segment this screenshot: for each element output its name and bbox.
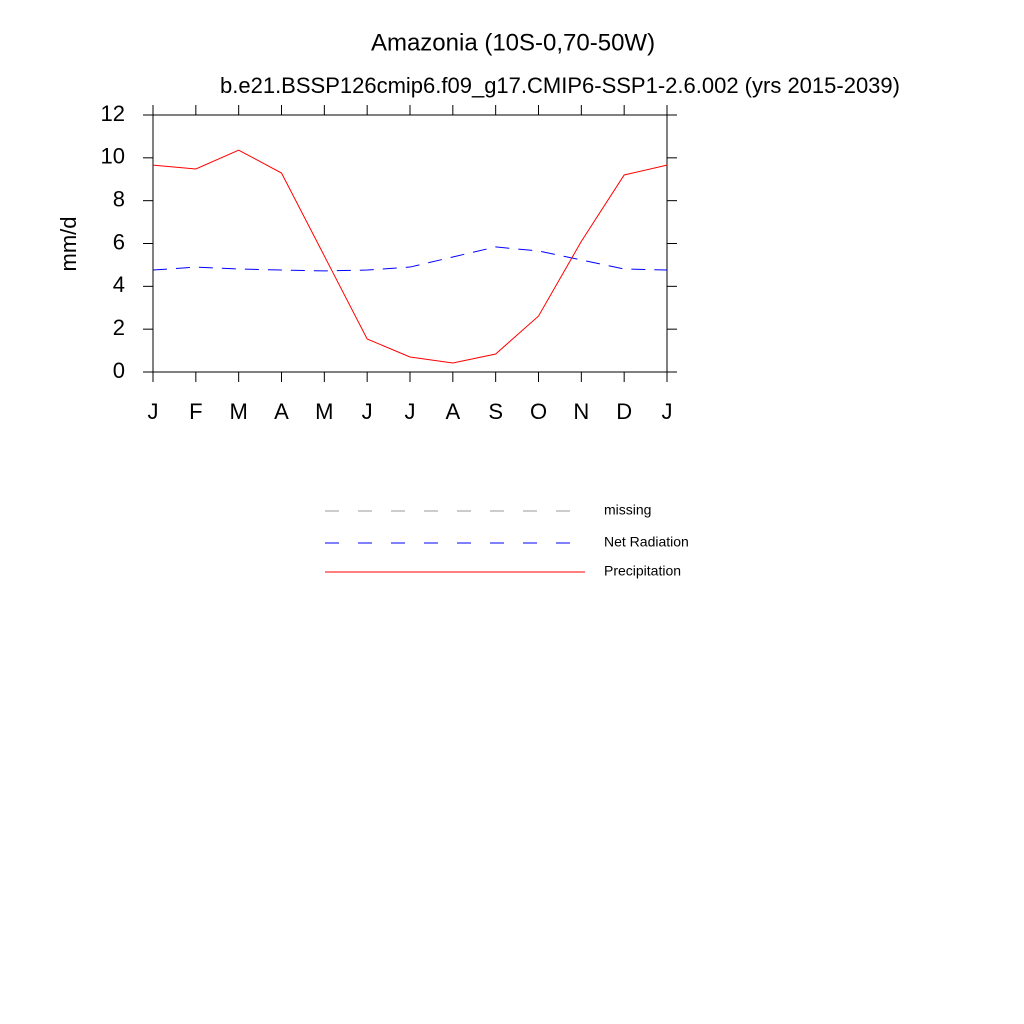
x-tick-label: F (189, 399, 202, 424)
x-tick-label: A (445, 399, 460, 424)
x-tick-label: O (530, 399, 547, 424)
legend-label: missing (604, 502, 651, 518)
y-tick-label: 12 (101, 101, 125, 126)
series-line (152, 149, 668, 364)
y-tick-label: 0 (113, 358, 125, 383)
x-tick-label: J (362, 399, 373, 424)
y-tick-label: 8 (113, 186, 125, 211)
x-tick-label: S (488, 399, 503, 424)
x-tick-label: A (274, 399, 289, 424)
x-tick-label: M (230, 399, 248, 424)
x-tick-label: N (573, 399, 589, 424)
x-tick-label: D (616, 399, 632, 424)
x-tick-label: M (315, 399, 333, 424)
y-tick-label: 2 (113, 315, 125, 340)
y-tick-label: 10 (101, 144, 125, 169)
y-axis-label: mm/d (56, 217, 81, 272)
legend-label: Precipitation (604, 563, 681, 579)
chart-subtitle: b.e21.BSSP126cmip6.f09_g17.CMIP6-SSP1-2.… (220, 73, 900, 98)
y-tick-label: 6 (113, 229, 125, 254)
x-tick-label: J (662, 399, 673, 424)
legend-label: Net Radiation (604, 534, 689, 550)
y-tick-label: 4 (113, 272, 125, 297)
chart-title: Amazonia (10S-0,70-50W) (371, 29, 655, 56)
x-tick-label: J (148, 399, 159, 424)
series-line (152, 246, 668, 272)
x-tick-label: J (405, 399, 416, 424)
